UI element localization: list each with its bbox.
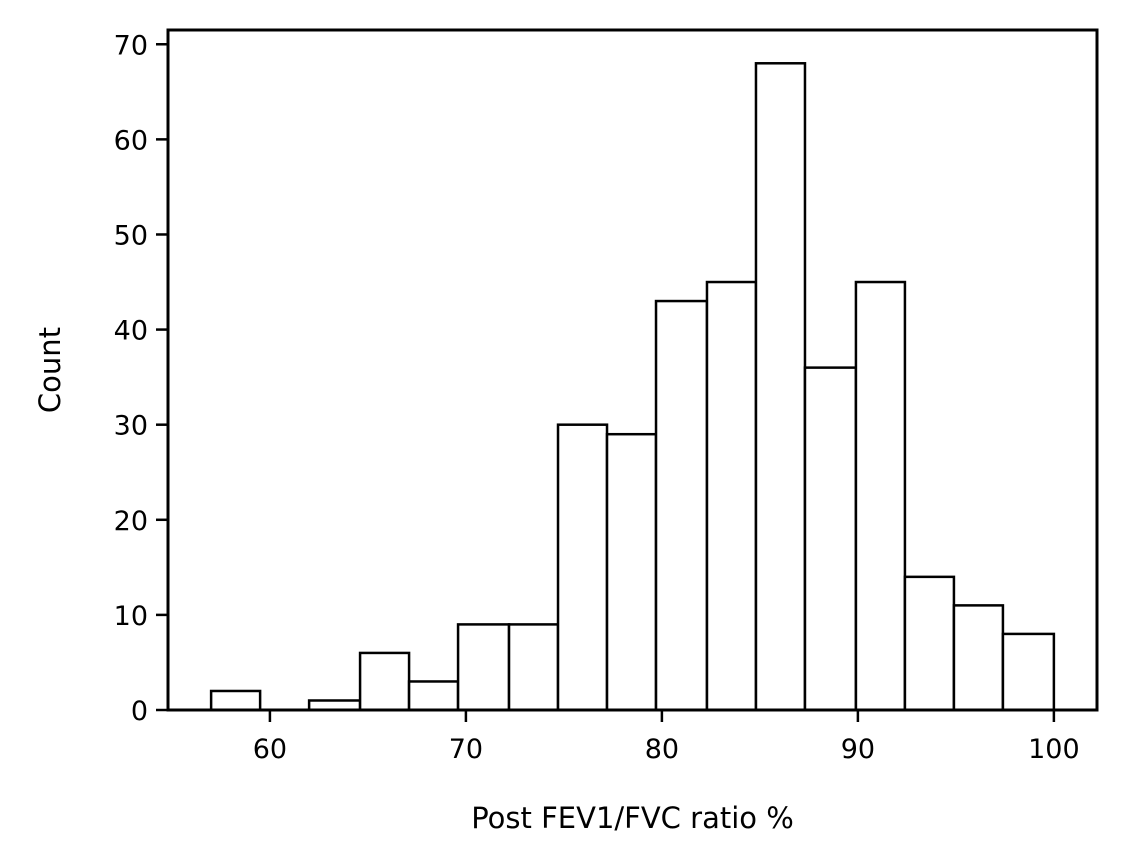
x-tick-label: 90 <box>841 734 875 765</box>
histogram-bar <box>854 280 907 712</box>
histogram-bar <box>605 432 658 712</box>
y-tick-label: 30 <box>114 411 148 442</box>
histogram-bar <box>456 623 511 712</box>
y-tick-label: 50 <box>114 220 148 251</box>
x-axis-ticks: 60 70 80 90 100 <box>253 710 1080 765</box>
y-tick-label: 20 <box>114 506 148 537</box>
histogram-bar <box>407 680 460 712</box>
histogram-bar <box>556 423 609 712</box>
histogram-bar <box>209 689 262 712</box>
histogram-bar <box>507 623 560 712</box>
histogram-bar <box>358 651 411 712</box>
y-tick-label: 10 <box>114 601 148 632</box>
x-tick-label: 80 <box>645 734 679 765</box>
histogram-bar <box>705 280 758 712</box>
x-tick-label: 70 <box>449 734 483 765</box>
x-tick-label: 60 <box>253 734 287 765</box>
y-axis-ticks: 0 10 20 30 40 50 60 70 <box>114 30 168 727</box>
histogram-bar <box>903 575 956 712</box>
bars-group <box>209 62 1056 712</box>
y-tick-label: 0 <box>131 696 148 727</box>
y-axis-label: Count <box>33 327 67 413</box>
histogram-bar <box>1001 632 1056 712</box>
histogram-bar <box>803 366 858 712</box>
y-tick-label: 40 <box>114 316 148 347</box>
x-axis-label: Post FEV1/FVC ratio % <box>471 801 794 835</box>
y-tick-label: 60 <box>114 125 148 156</box>
plot-frame <box>166 28 1099 712</box>
histogram-bar <box>754 62 807 712</box>
histogram-bar <box>952 604 1005 712</box>
y-tick-label: 70 <box>114 30 148 61</box>
histogram-bar <box>654 299 709 712</box>
x-tick-label: 100 <box>1028 734 1080 765</box>
